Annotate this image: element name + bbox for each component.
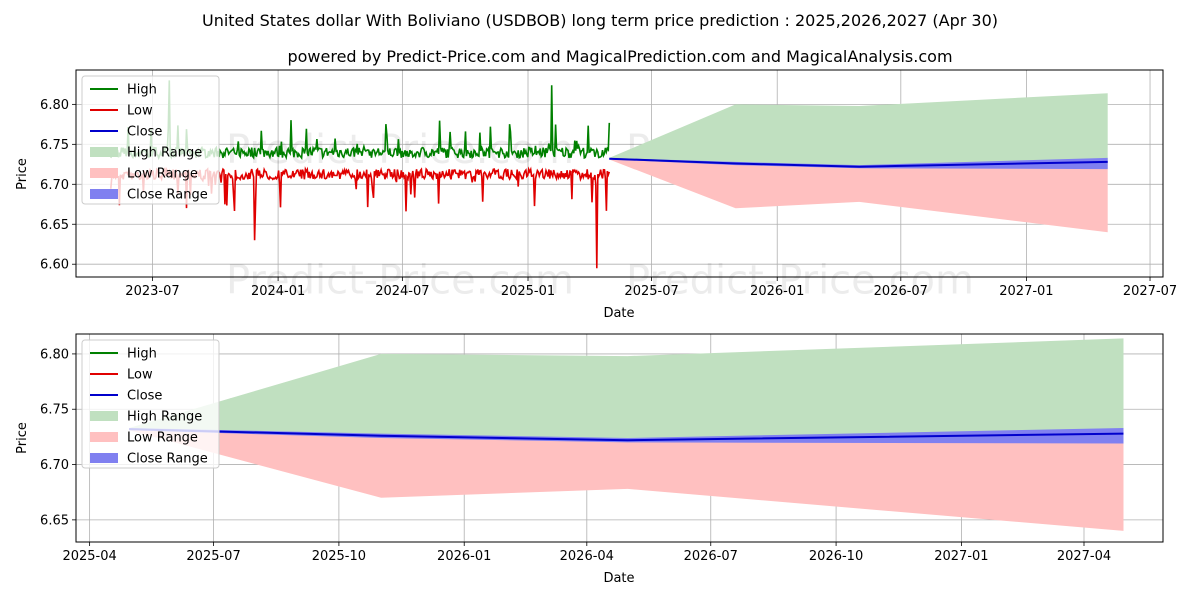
legend-label-close-range: Close Range bbox=[127, 452, 208, 467]
x-tick-label: 2025-01 bbox=[501, 284, 555, 299]
y-tick-label: 6.65 bbox=[40, 218, 69, 233]
x-tick-label: 2026-07 bbox=[684, 549, 738, 564]
close-range-area bbox=[129, 428, 1124, 444]
x-tick-label: 2025-07 bbox=[624, 284, 678, 299]
legend-label-close-range: Close Range bbox=[127, 188, 208, 203]
low-range-area bbox=[129, 429, 1124, 531]
y-tick-label: 6.70 bbox=[40, 458, 69, 473]
legend-label-low: Low bbox=[127, 368, 153, 383]
x-tick-label: 2027-01 bbox=[999, 284, 1053, 299]
legend-swatch-high-range bbox=[90, 147, 118, 157]
y-tick-label: 6.75 bbox=[40, 138, 69, 153]
y-tick-label: 6.80 bbox=[40, 98, 69, 113]
plot-frame-bottom bbox=[75, 333, 1164, 543]
figure-title: United States dollar With Boliviano (USD… bbox=[202, 11, 998, 30]
x-tick-label: 2024-07 bbox=[375, 284, 429, 299]
watermark-text: Predict-Price.com bbox=[626, 258, 974, 304]
legend-swatch-close-range bbox=[90, 453, 118, 463]
x-tick-label: 2024-01 bbox=[251, 284, 305, 299]
y-tick-label: 6.75 bbox=[40, 403, 69, 418]
legend-swatch-high-range bbox=[90, 411, 118, 421]
x-axis-label-bottom: Date bbox=[603, 571, 634, 586]
watermark-text: Predict-Price.com bbox=[226, 258, 574, 304]
x-tick-label: 2026-01 bbox=[437, 549, 491, 564]
close-forecast-line bbox=[129, 428, 1124, 442]
y-axis-label-bottom: Price bbox=[15, 422, 30, 454]
high-range-area bbox=[129, 338, 1124, 441]
close-range-area bbox=[609, 157, 1108, 170]
legend-swatch-close-range bbox=[90, 189, 118, 199]
low-range-area bbox=[609, 158, 1108, 233]
plot-frame-top bbox=[75, 69, 1164, 278]
legend-label-low-range: Low Range bbox=[127, 431, 198, 446]
figure-subtitle: powered by Predict-Price.com and Magical… bbox=[287, 47, 952, 66]
legend-label-low-range: Low Range bbox=[127, 167, 198, 182]
x-tick-label: 2026-04 bbox=[560, 549, 614, 564]
high-range-area bbox=[609, 93, 1108, 167]
legend-label-high-range: High Range bbox=[127, 410, 202, 425]
y-tick-label: 6.60 bbox=[40, 258, 69, 273]
y-axis-label-top: Price bbox=[15, 158, 30, 190]
x-tick-label: 2027-07 bbox=[1123, 284, 1177, 299]
x-tick-label: 2026-07 bbox=[874, 284, 928, 299]
y-tick-label: 6.80 bbox=[40, 347, 69, 362]
legend-label-low: Low bbox=[127, 104, 153, 119]
y-tick-label: 6.65 bbox=[40, 513, 69, 528]
legend-label-close: Close bbox=[127, 389, 162, 404]
legend-label-close: Close bbox=[127, 125, 162, 140]
x-tick-label: 2027-04 bbox=[1057, 549, 1111, 564]
legend-label-high: High bbox=[127, 347, 157, 362]
x-tick-label: 2023-07 bbox=[125, 284, 179, 299]
close-forecast-line bbox=[609, 157, 1108, 168]
x-axis-label-top: Date bbox=[603, 306, 634, 321]
x-tick-label: 2026-10 bbox=[809, 549, 863, 564]
x-tick-label: 2027-01 bbox=[934, 549, 988, 564]
x-tick-label: 2025-10 bbox=[312, 549, 366, 564]
y-tick-label: 6.70 bbox=[40, 178, 69, 193]
legend-label-high-range: High Range bbox=[127, 146, 202, 161]
x-tick-label: 2025-04 bbox=[62, 549, 116, 564]
x-tick-label: 2026-01 bbox=[750, 284, 804, 299]
legend-swatch-low-range bbox=[90, 168, 118, 178]
legend-label-high: High bbox=[127, 83, 157, 98]
legend-swatch-low-range bbox=[90, 432, 118, 442]
x-tick-label: 2025-07 bbox=[186, 549, 240, 564]
